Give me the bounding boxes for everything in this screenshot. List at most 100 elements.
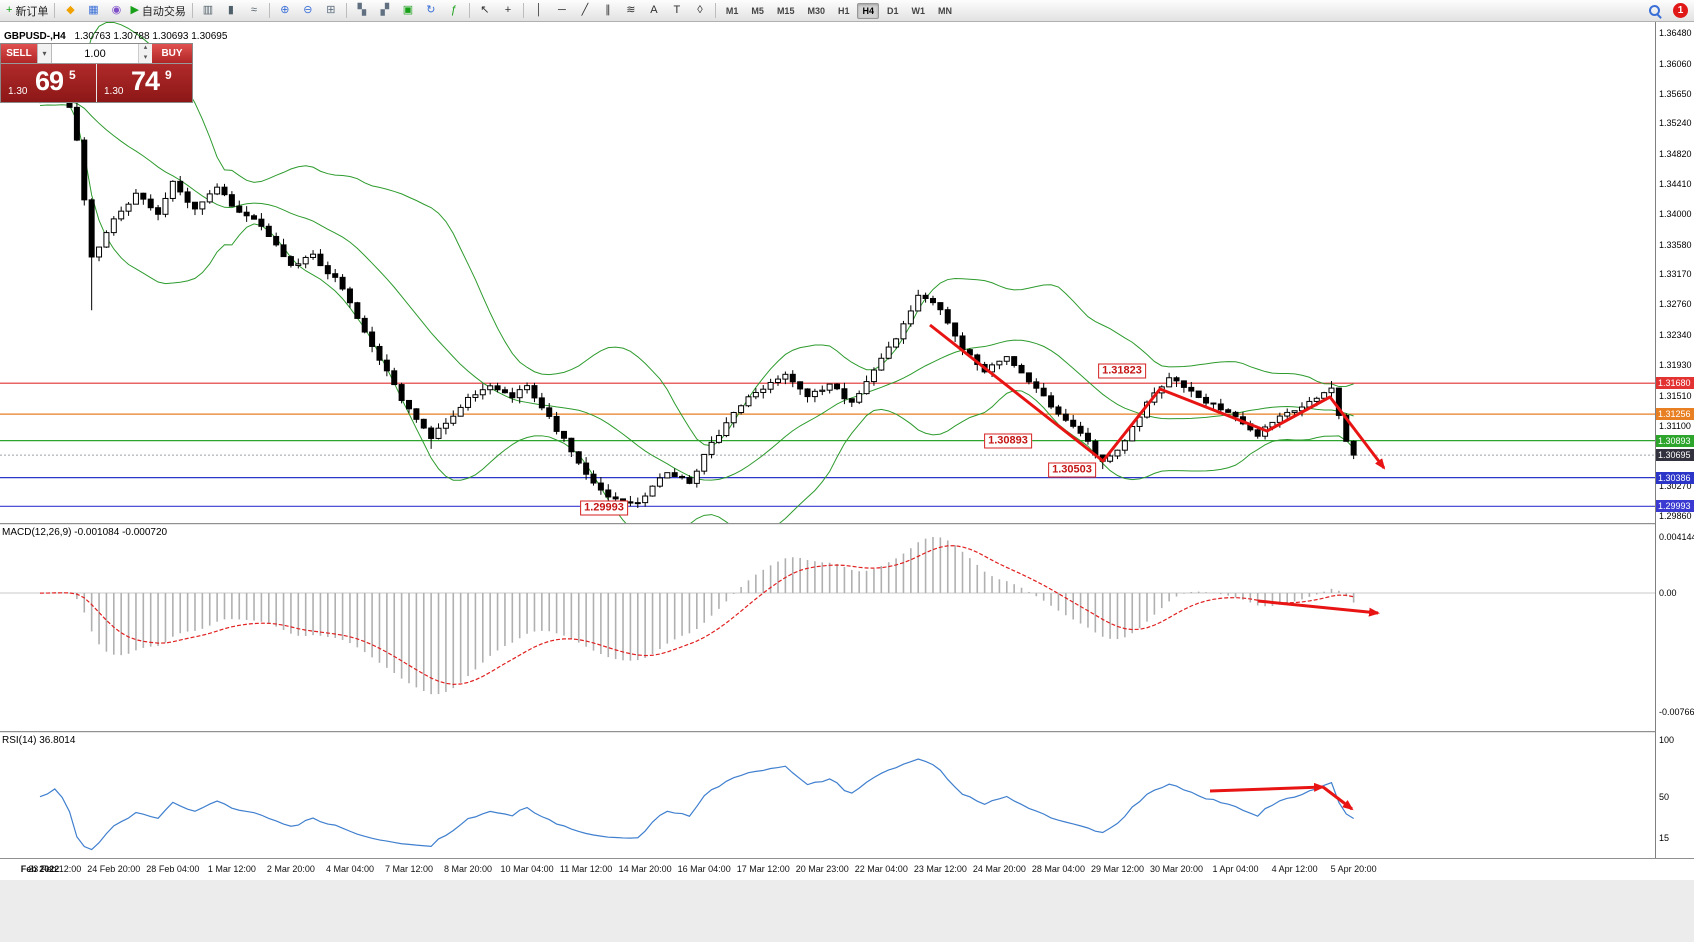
price-callout[interactable]: 1.29993: [580, 500, 628, 516]
timeframe-m30-button[interactable]: M30: [807, 5, 825, 16]
alerts-icon[interactable]: ◉: [105, 2, 127, 20]
auto-trading-button[interactable]: ▶ 自动交易: [128, 2, 187, 20]
sell-button[interactable]: SELL: [1, 44, 37, 63]
charts-window-icon[interactable]: ▦: [82, 2, 104, 20]
timeframe-m15-button[interactable]: M15: [776, 5, 795, 16]
trendline-icon: ╱: [581, 4, 589, 16]
candle-body: [221, 186, 228, 196]
candle-body: [605, 489, 612, 498]
panel-splitter[interactable]: [0, 731, 1655, 733]
timeframe-mn-button[interactable]: MN: [938, 5, 953, 16]
bar-chart-type-icon[interactable]: ▥: [197, 2, 219, 20]
price-axis-label: 1.32760: [1659, 299, 1692, 310]
crosshair-icon[interactable]: +: [497, 2, 519, 20]
candle-body: [789, 373, 796, 383]
tile-windows-icon[interactable]: ⊞: [320, 2, 342, 20]
new-chart-icon[interactable]: ▣: [397, 2, 419, 20]
candle-body: [1003, 356, 1010, 362]
indicators-icon: ƒ: [450, 4, 457, 16]
candle-body: [147, 198, 154, 209]
candle-body: [1203, 396, 1210, 404]
horizontal-line-icon[interactable]: ─: [551, 2, 573, 20]
time-axis-label: 1 Mar 12:00: [207, 864, 256, 874]
time-axis-label: 22 Mar 04:00: [854, 864, 908, 874]
zoom-in-icon[interactable]: ⊕: [274, 2, 296, 20]
candle-body: [516, 389, 523, 399]
candle-body: [679, 475, 686, 479]
timeframe-m5-button[interactable]: M5: [751, 5, 764, 16]
metaquotes-icon[interactable]: ◆: [59, 2, 81, 20]
new-order-button-label: 新订单: [15, 5, 49, 18]
candle-body: [819, 389, 826, 392]
cascade-windows-icon[interactable]: ▞: [374, 2, 396, 20]
toolbar-separator: [345, 3, 347, 18]
timeframe-h1-button[interactable]: H1: [837, 5, 850, 16]
auto-scroll-icon[interactable]: ↻: [420, 2, 442, 20]
candle-body: [391, 370, 398, 386]
sell-price-display[interactable]: 1.30 69 5: [1, 64, 97, 102]
trend-arrow[interactable]: [1257, 599, 1380, 617]
macd-axis-label: -0.007664: [1659, 707, 1694, 717]
macd-axis-label: 0.004144: [1659, 532, 1694, 542]
rsi-indicator-panel[interactable]: [0, 733, 1655, 858]
volume-dropdown-button[interactable]: ▾: [37, 44, 52, 63]
volume-input[interactable]: [52, 44, 138, 63]
price-level-tag: 1.30893: [1656, 434, 1694, 447]
candle-body: [236, 205, 243, 213]
sell-price-sup: 5: [69, 68, 76, 82]
candle-body: [944, 309, 951, 324]
trend-arrow[interactable]: [1322, 785, 1354, 811]
timeframe-m1-button[interactable]: M1: [725, 5, 739, 16]
candle-body: [413, 408, 420, 420]
candle-body: [1048, 395, 1055, 408]
panel-splitter[interactable]: [0, 523, 1655, 525]
price-axis-label: 1.35240: [1659, 118, 1692, 129]
time-axis-label: 2 Mar 20:00: [266, 864, 315, 874]
new-order-button[interactable]: + 新订单: [4, 2, 50, 20]
time-axis-label: 7 Mar 12:00: [384, 864, 434, 874]
auto-trading-button-label: 自动交易: [141, 5, 186, 18]
buy-price-display[interactable]: 1.30 74 9: [97, 64, 192, 102]
candle-body: [893, 338, 900, 348]
candle-body: [465, 396, 472, 408]
buy-price-sup: 9: [165, 68, 172, 82]
volume-down-button[interactable]: ▾: [139, 53, 152, 63]
trend-arrow[interactable]: [929, 323, 1386, 470]
candle-body: [811, 390, 818, 398]
price-callout[interactable]: 1.30893: [984, 433, 1032, 449]
price-callout[interactable]: 1.30503: [1048, 462, 1096, 478]
price-axis-label: 1.34410: [1659, 179, 1692, 190]
time-axis-label: 23 Mar 12:00: [913, 864, 967, 874]
line-chart-type-icon[interactable]: ≈: [243, 2, 265, 20]
candle-body: [1018, 364, 1025, 374]
candle-body: [1291, 410, 1298, 413]
zoom-out-icon[interactable]: ⊖: [297, 2, 319, 20]
candlestick-type-icon[interactable]: ▮: [220, 2, 242, 20]
cursor-icon[interactable]: ↖: [474, 2, 496, 20]
time-axis-label: 20 Mar 23:00: [795, 864, 849, 874]
trend-arrow[interactable]: [1209, 782, 1325, 793]
candle-body: [265, 225, 272, 237]
text-icon[interactable]: A: [643, 2, 665, 20]
fibonacci-icon[interactable]: ≋: [620, 2, 642, 20]
indicators-icon[interactable]: ƒ: [443, 2, 465, 20]
buy-button[interactable]: BUY: [152, 44, 192, 63]
time-axis-label: 17 Mar 12:00: [736, 864, 790, 874]
timeframe-h4-button[interactable]: H4: [857, 2, 879, 19]
price-chart-panel[interactable]: [0, 22, 1655, 523]
macd-indicator-panel[interactable]: [0, 525, 1655, 731]
notification-badge[interactable]: 1: [1673, 3, 1688, 18]
text-label-icon[interactable]: T: [666, 2, 688, 20]
search-icon[interactable]: [1647, 3, 1663, 19]
shapes-icon[interactable]: ◊: [689, 2, 711, 20]
trendline-icon[interactable]: ╱: [574, 2, 596, 20]
price-callout[interactable]: 1.31823: [1098, 363, 1146, 379]
channel-icon[interactable]: ∥: [597, 2, 619, 20]
volume-field: ▴ ▾: [52, 44, 152, 63]
vertical-line-icon[interactable]: │: [528, 2, 550, 20]
time-axis[interactable]: Feb 2022 23 Feb 12:00 24 Feb 20:00 28 Feb 0…: [0, 858, 1694, 880]
timeframe-w1-button[interactable]: W1: [911, 5, 926, 16]
arrange-windows-icon[interactable]: ▚: [351, 2, 373, 20]
volume-up-button[interactable]: ▴: [139, 44, 152, 54]
timeframe-d1-button[interactable]: D1: [887, 5, 899, 16]
